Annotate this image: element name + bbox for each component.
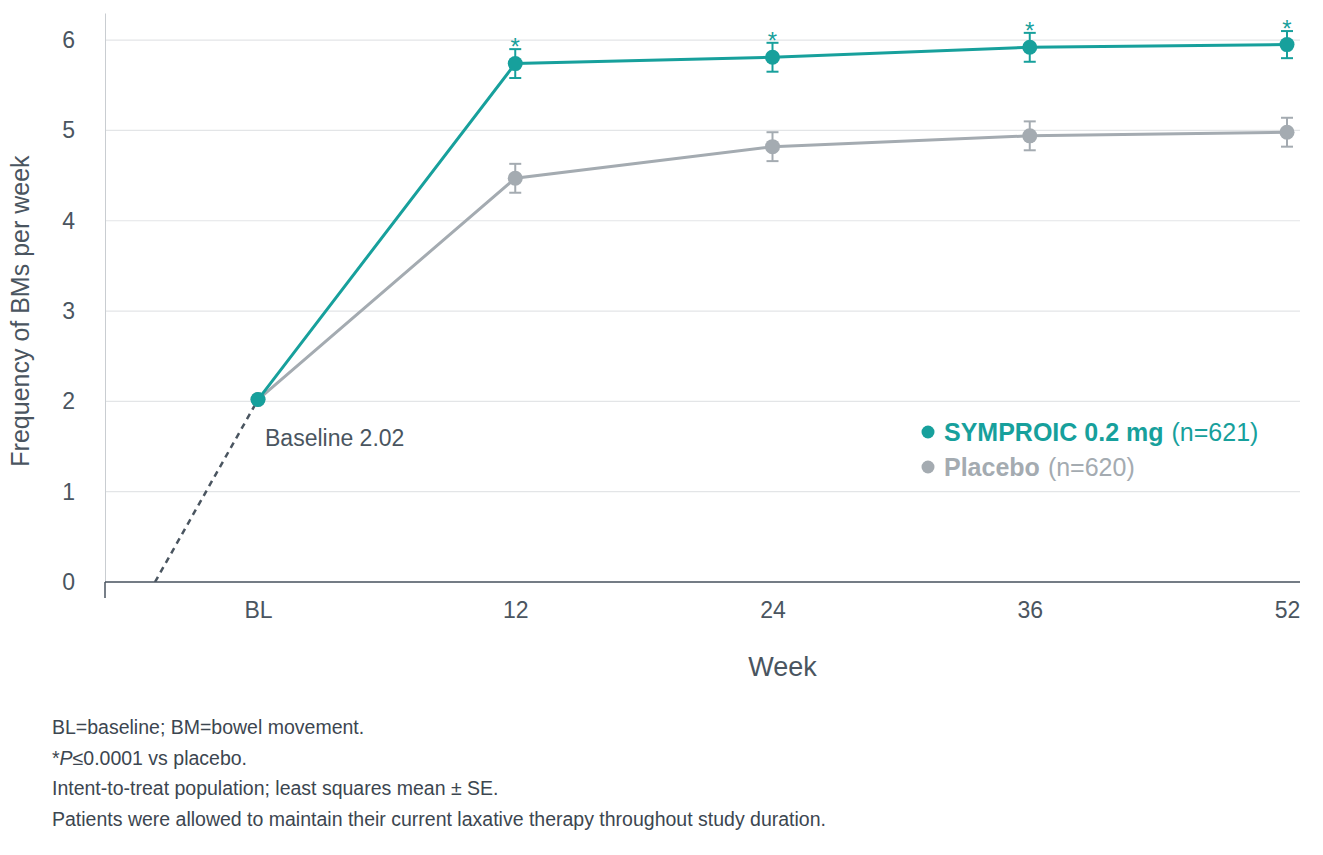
x-tick: BL bbox=[244, 582, 272, 623]
legend-name: SYMPROIC 0.2 mg bbox=[944, 418, 1164, 446]
y-tick: 3 bbox=[62, 298, 105, 324]
y-tick-label: 1 bbox=[62, 479, 75, 505]
significance-marker: * bbox=[768, 27, 777, 54]
annotation: Baseline 2.02 bbox=[265, 425, 404, 451]
x-axis-line bbox=[105, 581, 1300, 583]
x-tick: 12 bbox=[503, 582, 529, 623]
error-cap bbox=[767, 160, 779, 162]
y-tick-label: 6 bbox=[62, 27, 75, 53]
x-tick-label: 12 bbox=[503, 597, 529, 623]
plot-area bbox=[155, 31, 1295, 582]
grid-line bbox=[105, 310, 1300, 311]
legend: SYMPROIC 0.2 mg (n=621) Placebo (n=620) bbox=[922, 418, 1259, 481]
x-tick: 52 bbox=[1275, 582, 1301, 623]
footnote: Patients were allowed to maintain their … bbox=[52, 808, 826, 830]
grid bbox=[105, 40, 1300, 582]
x-tick-label: 52 bbox=[1275, 597, 1301, 623]
error-cap bbox=[1024, 149, 1036, 151]
point bbox=[508, 171, 523, 186]
legend-swatch bbox=[922, 426, 935, 439]
point bbox=[251, 392, 266, 407]
error-cap bbox=[767, 131, 779, 133]
x-tick-label: BL bbox=[244, 597, 272, 623]
error-cap bbox=[1024, 120, 1036, 122]
series-line bbox=[258, 132, 1287, 399]
grid-line bbox=[105, 220, 1300, 221]
significance-marker: * bbox=[1282, 15, 1291, 42]
y-tick: 4 bbox=[62, 208, 105, 234]
point bbox=[765, 139, 780, 154]
legend-item: SYMPROIC 0.2 mg (n=621) bbox=[922, 418, 1259, 446]
x-axis-end-tick bbox=[104, 582, 106, 598]
y-axis: 0 1 2 3 4 5 6 bbox=[62, 14, 105, 595]
point bbox=[1022, 128, 1037, 143]
y-tick: 5 bbox=[62, 117, 105, 143]
grid-line bbox=[105, 581, 1300, 582]
legend-swatch bbox=[922, 461, 935, 474]
series-line bbox=[258, 45, 1287, 400]
x-tick: 36 bbox=[1017, 582, 1043, 623]
y-axis-line bbox=[105, 14, 106, 583]
y-axis-title: Frequency of BMs per week bbox=[6, 155, 34, 467]
point bbox=[1280, 125, 1295, 140]
x-tick-label: 24 bbox=[760, 597, 786, 623]
legend-label: Placebo (n=620) bbox=[944, 453, 1135, 481]
x-tick-label: 36 bbox=[1017, 597, 1043, 623]
footnote: Intent-to-treat population; least square… bbox=[52, 777, 498, 799]
footnote: BL=baseline; BM=bowel movement. bbox=[52, 716, 364, 738]
y-tick-label: 4 bbox=[62, 208, 75, 234]
grid-line bbox=[105, 401, 1300, 402]
legend-note: (n=620) bbox=[1048, 453, 1135, 481]
legend-name: Placebo bbox=[944, 453, 1040, 481]
error-cap bbox=[767, 71, 779, 73]
y-tick: 2 bbox=[62, 388, 105, 414]
error-cap bbox=[509, 192, 521, 194]
footnote: *P≤0.0001 vs placebo. bbox=[52, 747, 247, 769]
legend-item: Placebo (n=620) bbox=[922, 453, 1135, 481]
error-cap bbox=[1281, 117, 1293, 119]
error-cap bbox=[509, 77, 521, 79]
x-axis: BL 12 24 36 52 bbox=[105, 582, 1300, 623]
error-cap bbox=[1024, 61, 1036, 63]
x-axis-title: Week bbox=[748, 652, 817, 682]
y-tick: 1 bbox=[62, 479, 105, 505]
y-tick: 6 bbox=[62, 27, 105, 53]
series bbox=[251, 118, 1295, 407]
grid-line bbox=[105, 39, 1300, 40]
x-tick: 24 bbox=[760, 582, 786, 623]
error-cap bbox=[1281, 146, 1293, 148]
series bbox=[251, 31, 1295, 407]
grid-line bbox=[105, 130, 1300, 131]
error-cap bbox=[509, 163, 521, 165]
legend-label: SYMPROIC 0.2 mg (n=621) bbox=[944, 418, 1258, 446]
y-tick: 0 bbox=[62, 569, 105, 595]
y-tick-label: 0 bbox=[62, 569, 75, 595]
chart: 0123456BL12243652WeekFrequency of BMs pe… bbox=[0, 0, 1323, 855]
error-cap bbox=[1281, 57, 1293, 59]
significance-marker: * bbox=[1025, 17, 1034, 44]
y-tick-label: 3 bbox=[62, 298, 75, 324]
grid-line bbox=[105, 491, 1300, 492]
point bbox=[251, 392, 266, 407]
y-tick-label: 5 bbox=[62, 117, 75, 143]
baseline-lead bbox=[155, 400, 258, 582]
y-tick-label: 2 bbox=[62, 388, 75, 414]
significance-marker: * bbox=[511, 33, 520, 60]
legend-note: (n=621) bbox=[1172, 418, 1259, 446]
